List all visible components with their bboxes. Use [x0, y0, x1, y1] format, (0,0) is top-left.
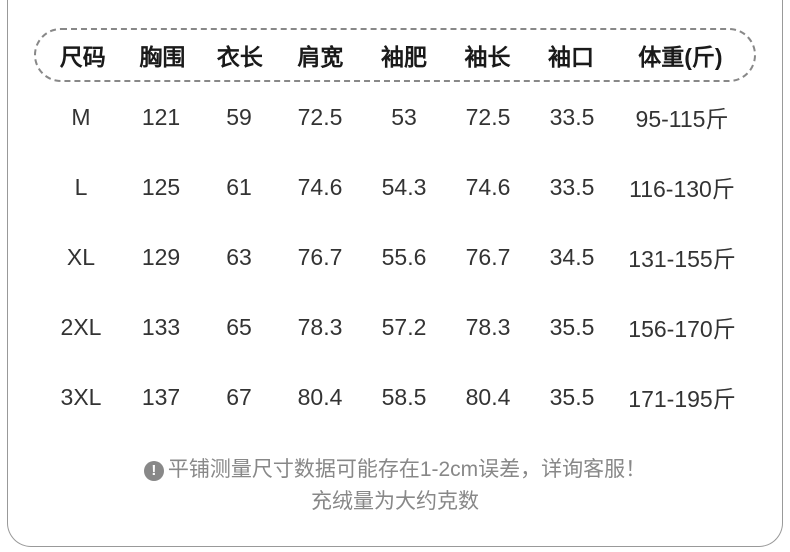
cell: 53 [362, 104, 446, 131]
cell: 35.5 [530, 384, 614, 411]
cell: 54.3 [362, 174, 446, 201]
cell: 78.3 [446, 314, 530, 341]
info-icon: ! [144, 461, 164, 481]
cell: 156-170斤 [614, 310, 750, 344]
footer-note: !平铺测量尺寸数据可能存在1-2cm误差，详询客服！ 充绒量为大约克数 [0, 454, 790, 518]
col-header-sleeve-width: 袖肥 [362, 38, 446, 72]
cell: 33.5 [530, 104, 614, 131]
cell: 171-195斤 [614, 380, 750, 414]
cell: 76.7 [446, 244, 530, 271]
cell: 3XL [40, 384, 122, 411]
cell: 78.3 [278, 314, 362, 341]
cell: 137 [122, 384, 200, 411]
cell: 34.5 [530, 244, 614, 271]
cell: L [40, 174, 122, 201]
note-line2: 充绒量为大约克数 [0, 486, 790, 518]
cell: 58.5 [362, 384, 446, 411]
col-header-chest: 胸围 [124, 38, 202, 72]
cell: 129 [122, 244, 200, 271]
cell: 76.7 [278, 244, 362, 271]
col-header-cuff: 袖口 [529, 38, 613, 72]
note-line1: !平铺测量尺寸数据可能存在1-2cm误差，详询客服！ [0, 454, 790, 486]
cell: 63 [200, 244, 278, 271]
cell: M [40, 104, 122, 131]
col-header-sleeve-length: 袖长 [446, 38, 530, 72]
cell: 133 [122, 314, 200, 341]
cell: 72.5 [446, 104, 530, 131]
cell: 121 [122, 104, 200, 131]
cell: 74.6 [278, 174, 362, 201]
cell: 33.5 [530, 174, 614, 201]
cell: 125 [122, 174, 200, 201]
cell: 67 [200, 384, 278, 411]
table-row: 2XL 133 65 78.3 57.2 78.3 35.5 156-170斤 [34, 292, 756, 362]
table-row: L 125 61 74.6 54.3 74.6 33.5 116-130斤 [34, 152, 756, 222]
cell: 95-115斤 [614, 100, 750, 134]
table-row: M 121 59 72.5 53 72.5 33.5 95-115斤 [34, 82, 756, 152]
cell: 116-130斤 [614, 170, 750, 204]
col-header-size: 尺码 [42, 38, 124, 72]
cell: 80.4 [278, 384, 362, 411]
col-header-weight: 体重(斤) [613, 38, 748, 72]
cell: 35.5 [530, 314, 614, 341]
size-table: 尺码 胸围 衣长 肩宽 袖肥 袖长 袖口 体重(斤) M 121 59 72.5… [34, 28, 756, 432]
cell: 2XL [40, 314, 122, 341]
cell: 80.4 [446, 384, 530, 411]
table-row: XL 129 63 76.7 55.6 76.7 34.5 131-155斤 [34, 222, 756, 292]
cell: 72.5 [278, 104, 362, 131]
cell: 74.6 [446, 174, 530, 201]
col-header-shoulder: 肩宽 [279, 38, 363, 72]
cell: 131-155斤 [614, 240, 750, 274]
cell: 57.2 [362, 314, 446, 341]
cell: 55.6 [362, 244, 446, 271]
col-header-length: 衣长 [201, 38, 279, 72]
table-row: 3XL 137 67 80.4 58.5 80.4 35.5 171-195斤 [34, 362, 756, 432]
table-header-row: 尺码 胸围 衣长 肩宽 袖肥 袖长 袖口 体重(斤) [34, 28, 756, 82]
note-line1-text: 平铺测量尺寸数据可能存在1-2cm误差，详询客服！ [168, 458, 646, 481]
cell: XL [40, 244, 122, 271]
cell: 61 [200, 174, 278, 201]
cell: 59 [200, 104, 278, 131]
cell: 65 [200, 314, 278, 341]
